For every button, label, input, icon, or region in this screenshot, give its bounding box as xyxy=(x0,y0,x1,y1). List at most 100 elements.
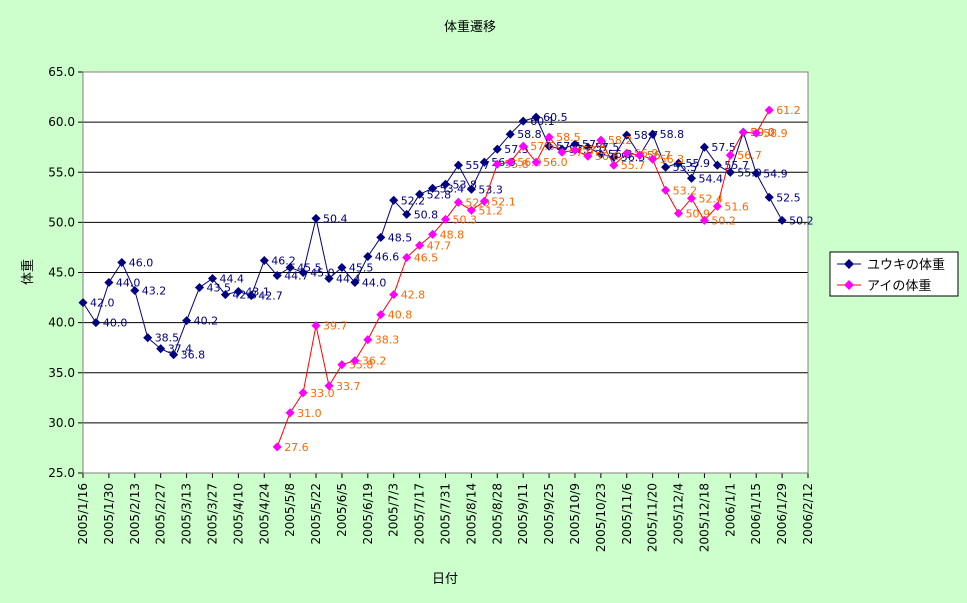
data-label: 55.9 xyxy=(686,157,711,170)
y-tick-labels: 25.0 30.0 35.0 40.0 45.0 50.0 55.0 60.0 65.0 xyxy=(48,65,75,480)
data-label: 50.2 xyxy=(789,214,814,227)
data-point xyxy=(220,290,230,300)
data-point xyxy=(233,286,243,297)
data-label: 31.0 xyxy=(297,407,322,420)
data-label: 60.5 xyxy=(543,111,568,124)
data-point xyxy=(402,252,412,263)
data-label: 58.5 xyxy=(556,131,581,144)
data-point xyxy=(376,232,386,242)
legend-box xyxy=(829,251,959,297)
data-label: 50.3 xyxy=(453,213,478,226)
x-tick-label: 2005/6/5 xyxy=(335,483,349,537)
y-tick-label: 45.0 xyxy=(48,266,75,280)
data-point xyxy=(453,160,463,170)
data-label: 42.0 xyxy=(90,297,115,310)
data-point xyxy=(130,285,140,296)
data-label: 51.6 xyxy=(724,200,749,213)
x-tick-label: 2005/4/24 xyxy=(257,483,271,545)
data-label: 48.5 xyxy=(388,231,413,244)
data-point xyxy=(169,350,179,360)
data-point xyxy=(661,185,671,195)
data-point xyxy=(648,154,658,164)
y-tick-label: 25.0 xyxy=(48,466,75,480)
data-point xyxy=(363,251,373,262)
x-tick-label: 2005/3/27 xyxy=(205,483,219,545)
x-tick-label: 2005/5/8 xyxy=(283,483,297,537)
x-tick-label: 2005/9/11 xyxy=(516,483,530,545)
data-label: 40.0 xyxy=(103,317,128,330)
data-label: 56.0 xyxy=(543,156,568,169)
data-point xyxy=(492,159,502,169)
data-point xyxy=(479,196,489,206)
x-tick-label: 2005/4/10 xyxy=(231,483,245,545)
data-label: 44.0 xyxy=(362,277,387,290)
data-label: 27.6 xyxy=(284,441,309,454)
data-label: 61.2 xyxy=(776,104,801,117)
data-point xyxy=(207,273,218,284)
legend-label-ai: アイの体重 xyxy=(867,278,931,294)
data-label: 52.4 xyxy=(699,192,724,205)
data-label: 40.8 xyxy=(388,309,413,322)
data-label: 58.2 xyxy=(608,134,633,147)
x-tick-label: 2006/2/12 xyxy=(801,483,815,545)
legend-label-yuki: ユウキの体重 xyxy=(867,257,945,273)
data-label: 56.3 xyxy=(660,153,685,166)
data-point xyxy=(531,112,541,122)
y-tick-label: 50.0 xyxy=(48,215,75,229)
y-tick-label: 40.0 xyxy=(48,316,75,330)
data-point xyxy=(117,257,127,268)
x-tick-label: 2005/9/25 xyxy=(542,483,556,545)
data-point xyxy=(479,157,489,167)
data-label: 54.4 xyxy=(699,172,724,185)
data-point xyxy=(104,277,114,288)
data-label: 56.6 xyxy=(595,150,620,163)
data-label: 50.4 xyxy=(323,212,348,225)
legend-marker-ai xyxy=(844,280,854,290)
data-label: 36.2 xyxy=(362,355,387,368)
data-point xyxy=(246,291,256,301)
data-point xyxy=(194,282,205,293)
x-tick-label: 2005/7/3 xyxy=(387,483,401,537)
series-group: 42.040.044.046.043.238.537.436.840.243.5… xyxy=(78,104,814,454)
y-tick-label: 65.0 xyxy=(48,65,75,79)
data-label: 58.8 xyxy=(517,128,542,141)
data-label: 55.7 xyxy=(621,159,646,172)
data-label: 38.3 xyxy=(375,334,400,347)
data-label: 58.8 xyxy=(660,128,685,141)
data-point xyxy=(544,132,554,142)
data-point xyxy=(622,130,632,140)
data-label: 50.8 xyxy=(414,208,439,221)
legend: ユウキの体重 アイの体重 xyxy=(829,251,959,297)
data-label: 39.7 xyxy=(323,320,348,333)
y-tick-label: 60.0 xyxy=(48,115,75,129)
data-point xyxy=(182,316,192,326)
x-tick-label: 2005/10/9 xyxy=(568,483,582,545)
data-label: 53.3 xyxy=(478,183,503,196)
data-label: 36.8 xyxy=(181,349,206,362)
data-label: 46.0 xyxy=(129,257,154,270)
data-label: 40.2 xyxy=(194,315,219,328)
x-tick-label: 2005/11/20 xyxy=(646,483,660,552)
data-label: 53.2 xyxy=(673,184,698,197)
data-label: 44.4 xyxy=(220,273,245,286)
data-label: 42.7 xyxy=(258,290,283,303)
y-axis-label: 体重 xyxy=(20,259,36,285)
data-point xyxy=(622,148,632,158)
data-label: 46.5 xyxy=(414,252,439,265)
x-tick-label: 2005/7/17 xyxy=(413,483,427,545)
x-tick-label: 2006/1/29 xyxy=(775,483,789,545)
data-label: 45.5 xyxy=(349,262,374,275)
data-label: 42.8 xyxy=(401,289,426,302)
data-point xyxy=(466,184,476,194)
data-label: 44.0 xyxy=(116,277,140,290)
chart-title: 体重遷移 xyxy=(444,19,496,35)
data-label: 56.7 xyxy=(737,149,762,162)
data-label: 33.7 xyxy=(336,380,361,393)
data-label: 58.9 xyxy=(763,127,788,140)
legend-marker-yuki xyxy=(844,259,854,269)
data-point xyxy=(453,197,463,207)
x-tick-label: 2005/8/28 xyxy=(490,483,504,545)
data-point xyxy=(492,144,502,154)
x-tick-labels: 2005/1/16 2005/1/30 2005/2/13 2005/2/27 2005… xyxy=(76,483,815,552)
